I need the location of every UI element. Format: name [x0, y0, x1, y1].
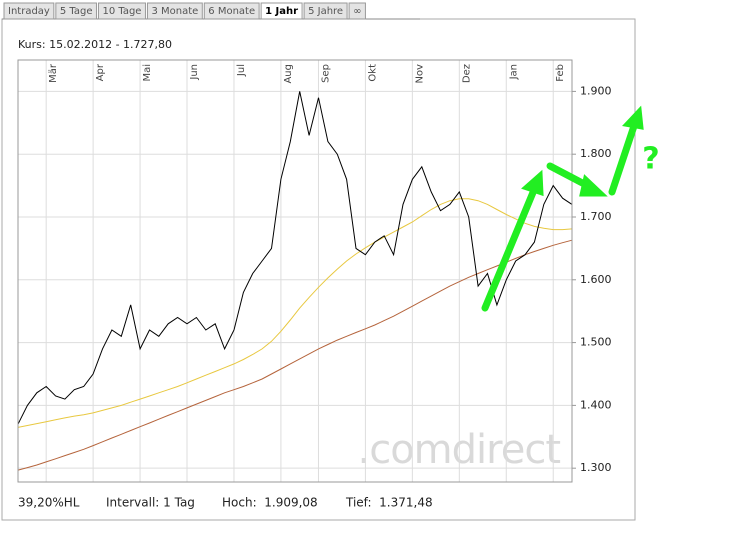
tab[interactable]: 10 Tage: [97, 2, 146, 20]
footer-text: Intervall: 1 Tag: [106, 496, 195, 510]
x-tick-label: Jun: [189, 64, 200, 81]
tab[interactable]: 5 Jahre: [303, 2, 348, 20]
arrow: [608, 122, 638, 196]
x-tick-label: Mai: [142, 64, 153, 82]
arrow-head: [521, 169, 544, 197]
tab-box: [55, 2, 97, 20]
tab-box: [3, 2, 55, 20]
x-tick-label: Apr: [95, 63, 106, 81]
tab[interactable]: 6 Monate: [203, 2, 260, 20]
tab-box: [303, 2, 348, 20]
x-tick-label: Okt: [367, 64, 378, 82]
line-series: [17, 239, 573, 471]
arrow: [481, 186, 538, 312]
line-series: [17, 198, 573, 428]
tab-box: [97, 2, 146, 20]
tab-label[interactable]: 1 Jahr: [265, 6, 298, 17]
tab-label[interactable]: 3 Monate: [151, 6, 198, 17]
drawn-arrows: [481, 105, 644, 312]
y-tick-label: 1.700: [580, 210, 612, 223]
footer-text: Tief: 1.371,48: [345, 496, 433, 510]
x-tick-label: Feb: [555, 64, 566, 82]
x-tick-label: Aug: [283, 64, 294, 84]
tab-label[interactable]: Intraday: [8, 6, 50, 17]
line-series: [17, 91, 573, 425]
tab[interactable]: 1 Jahr: [260, 2, 303, 20]
x-tick-label: Jul: [236, 64, 247, 77]
x-tick-label: Nov: [414, 64, 425, 84]
annotation: ?: [642, 142, 659, 177]
arrow-head: [622, 105, 644, 130]
tab[interactable]: 3 Monate: [146, 2, 203, 20]
tab-label[interactable]: ∞: [353, 6, 361, 17]
tab-bar: Intraday 5 Tage 10 Tage 3 Monate 6 Monate 1 J…: [3, 2, 366, 20]
footer-text: 39,20%HL: [18, 496, 80, 510]
y-tick-label: 1.500: [580, 336, 612, 349]
tab-label[interactable]: 10 Tage: [102, 6, 141, 17]
tab[interactable]: ∞: [348, 2, 366, 20]
tab-label[interactable]: 6 Monate: [208, 6, 255, 17]
x-tick-label: Mär: [48, 63, 59, 83]
tab[interactable]: Intraday: [3, 2, 55, 20]
tab-box: [260, 2, 303, 20]
x-tick-label: Jan: [508, 64, 519, 80]
y-tick-label: 1.300: [580, 461, 612, 474]
tab-label[interactable]: 5 Tage: [60, 6, 93, 17]
x-tick-label: Sep: [320, 64, 331, 83]
footer-text: Hoch: 1.909,08: [222, 496, 318, 510]
tab-label[interactable]: 5 Jahre: [308, 6, 343, 17]
x-tick-label: Dez: [461, 64, 472, 83]
tab-box: [203, 2, 260, 20]
footer: 39,20%HL Intervall: 1 Tag Hoch: 1.909,08 Ti…: [18, 496, 433, 510]
y-tick-label: 1.800: [580, 147, 612, 160]
tab-box: [146, 2, 203, 20]
plot-border: [17, 59, 573, 483]
arrow-head: [579, 174, 608, 197]
tab-box: [348, 2, 366, 20]
chart-title: Kurs: 15.02.2012 - 1.727,80: [18, 38, 172, 51]
tab[interactable]: 5 Tage: [55, 2, 97, 20]
plot-area: 1.300 1.400 1.500 1.600 1.700 1.800 1.900 Mär Ap…: [17, 60, 612, 482]
y-tick-label: 1.600: [580, 273, 612, 286]
y-tick-label: 1.400: [580, 398, 612, 411]
y-tick-label: 1.900: [580, 84, 612, 97]
